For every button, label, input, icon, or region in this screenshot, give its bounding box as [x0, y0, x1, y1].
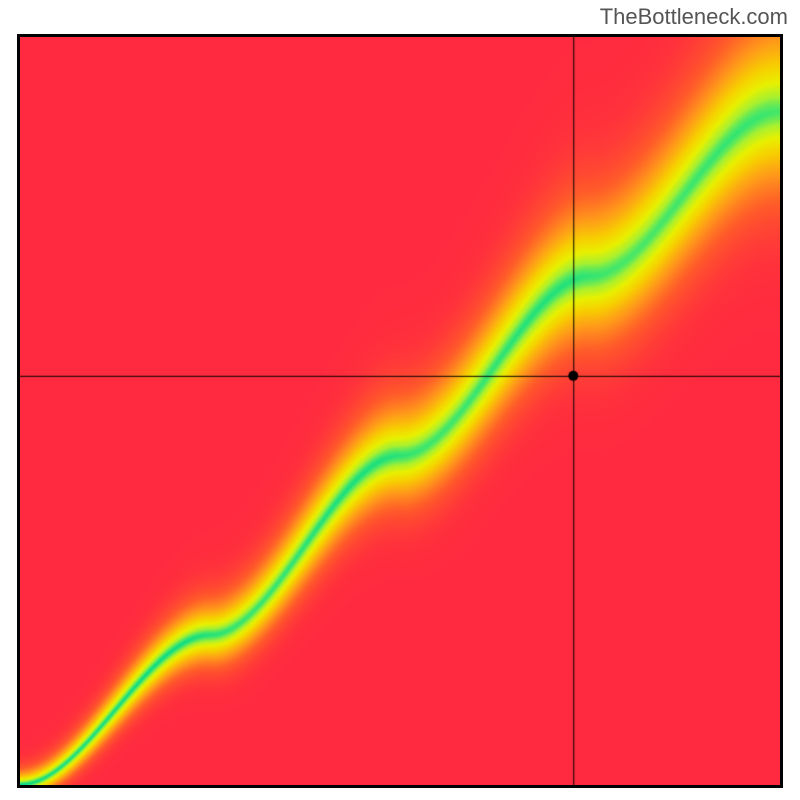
chart-container: TheBottleneck.com [0, 0, 800, 800]
chart-frame [17, 34, 783, 788]
heatmap-canvas [20, 37, 780, 785]
watermark-text: TheBottleneck.com [600, 4, 788, 30]
